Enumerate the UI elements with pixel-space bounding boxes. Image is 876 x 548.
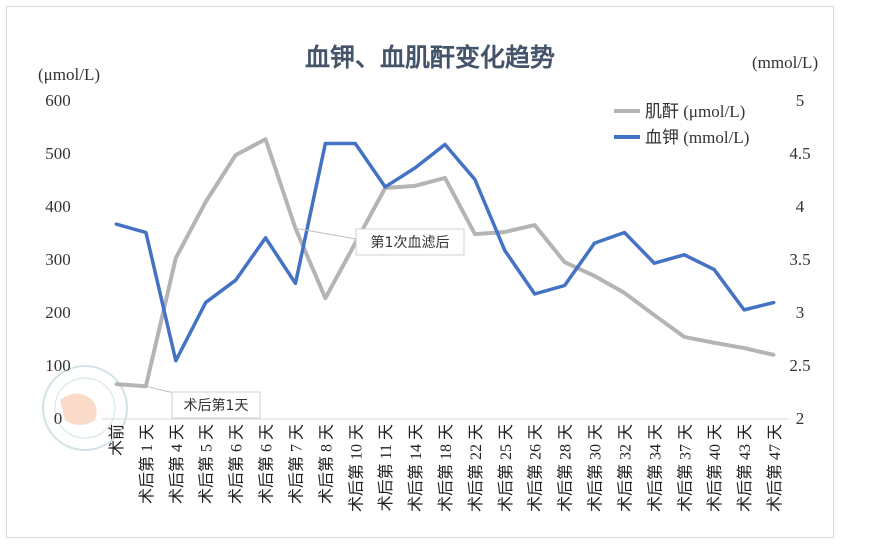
y-right-tick-label: 2 <box>796 409 805 428</box>
data-point <box>622 231 626 234</box>
x-tick-label: 术后第 32 天 <box>616 424 634 512</box>
x-tick-label: 术后第 30 天 <box>587 424 605 512</box>
callout-leader <box>295 227 357 240</box>
y-left-tick-label: 400 <box>45 197 71 216</box>
data-point <box>682 335 686 339</box>
data-point <box>712 341 716 345</box>
data-point <box>742 308 746 312</box>
x-tick-label: 术后第 5 天 <box>198 424 216 504</box>
legend-label-potassium: 血钾 (mmol/L) <box>645 128 749 147</box>
y-right-tick-label: 2.5 <box>789 356 810 375</box>
x-tick-label: 术后第 26 天 <box>527 424 545 512</box>
chart-title: 血钾、血肌酐变化趋势 <box>305 43 555 72</box>
legend-label-creatinine: 肌酐 (μmol/L) <box>645 102 745 121</box>
y-left-tick-label: 200 <box>45 303 71 322</box>
right-axis-label: (mmol/L) <box>752 53 818 72</box>
x-tick-label: 术后第 6 天 <box>258 424 276 504</box>
x-tick-label: 术后第 7 天 <box>287 424 305 504</box>
data-point <box>443 143 447 147</box>
y-right-tick-label: 4.5 <box>789 144 810 163</box>
data-point <box>533 223 537 227</box>
data-point <box>682 253 686 257</box>
x-tick-label: 术后第 4 天 <box>168 424 186 504</box>
data-point <box>563 284 567 287</box>
watermark-seal <box>42 365 128 451</box>
data-point <box>383 185 387 189</box>
data-point <box>264 236 268 240</box>
data-point <box>413 184 417 188</box>
x-tick-label: 术后第 1 天 <box>138 424 156 504</box>
y-left-tick-label: 100 <box>45 356 71 375</box>
data-point <box>234 153 238 157</box>
y-left-tick-label: 0 <box>54 409 63 428</box>
data-point <box>443 176 447 180</box>
callout-box <box>355 228 465 256</box>
data-point <box>174 359 178 363</box>
y-left-tick-label: 300 <box>45 250 71 269</box>
x-tick-label: 术后第 11 天 <box>377 424 395 511</box>
data-point <box>742 346 746 350</box>
x-tick-label: 术后第 22 天 <box>467 424 485 512</box>
callout-box <box>171 391 261 419</box>
x-tick-label: 术后第 43 天 <box>736 424 754 512</box>
data-point <box>114 222 118 226</box>
y-left-tick-label: 600 <box>45 91 71 110</box>
x-tick-label: 术后第 40 天 <box>706 424 724 512</box>
y-right-tick-label: 3.5 <box>789 250 810 269</box>
data-point <box>533 292 537 296</box>
x-tick-label: 术后第 8 天 <box>317 424 335 504</box>
y-right-tick-label: 5 <box>796 91 805 110</box>
y-right-tick-label: 4 <box>796 197 805 216</box>
data-point <box>413 166 417 170</box>
data-point <box>204 200 208 204</box>
data-point <box>353 141 357 145</box>
annotation-label: 术后第1天 <box>184 397 249 414</box>
x-tick-label: 术后第 14 天 <box>407 424 425 512</box>
data-point <box>652 313 656 317</box>
data-point <box>503 249 507 253</box>
data-point <box>323 141 327 145</box>
x-tick-label: 术后第 25 天 <box>497 424 515 512</box>
x-tick-label: 术前 <box>108 424 126 456</box>
y-left-tick-label: 500 <box>45 144 71 163</box>
legend: 肌酐 (μmol/L) 血钾 (mmol/L) <box>614 102 749 147</box>
series-line-creatinine <box>115 137 775 389</box>
x-tick-label: 术后第 37 天 <box>676 424 694 512</box>
chart-frame <box>6 6 834 538</box>
data-point <box>264 137 268 141</box>
data-point <box>293 281 297 285</box>
x-tick-label: 术后第 28 天 <box>557 424 575 512</box>
x-tick-label: 术后第 6 天 <box>228 424 246 504</box>
data-point <box>473 178 477 181</box>
data-point <box>652 261 656 265</box>
y-right-tick-label: 3 <box>796 303 805 322</box>
data-point <box>712 268 716 272</box>
data-point <box>204 300 208 304</box>
data-point <box>323 296 327 300</box>
x-tick-label: 术后第 18 天 <box>437 424 455 512</box>
data-point <box>234 278 238 282</box>
data-point <box>593 274 597 278</box>
left-axis-label: (μmol/L) <box>38 65 100 84</box>
data-point <box>144 231 148 234</box>
x-tick-label: 术后第 10 天 <box>347 424 365 512</box>
data-point <box>174 256 178 260</box>
data-point <box>114 382 118 386</box>
data-point <box>772 353 776 357</box>
data-point <box>772 300 776 304</box>
data-point <box>593 241 597 245</box>
data-point <box>473 232 477 236</box>
data-point <box>503 230 507 234</box>
x-tick-label: 术后第 47 天 <box>766 424 784 512</box>
data-point <box>563 260 567 264</box>
x-tick-label: 术后第 34 天 <box>646 424 664 512</box>
data-point <box>622 291 626 295</box>
annotation-label: 第1次血滤后 <box>371 234 450 251</box>
